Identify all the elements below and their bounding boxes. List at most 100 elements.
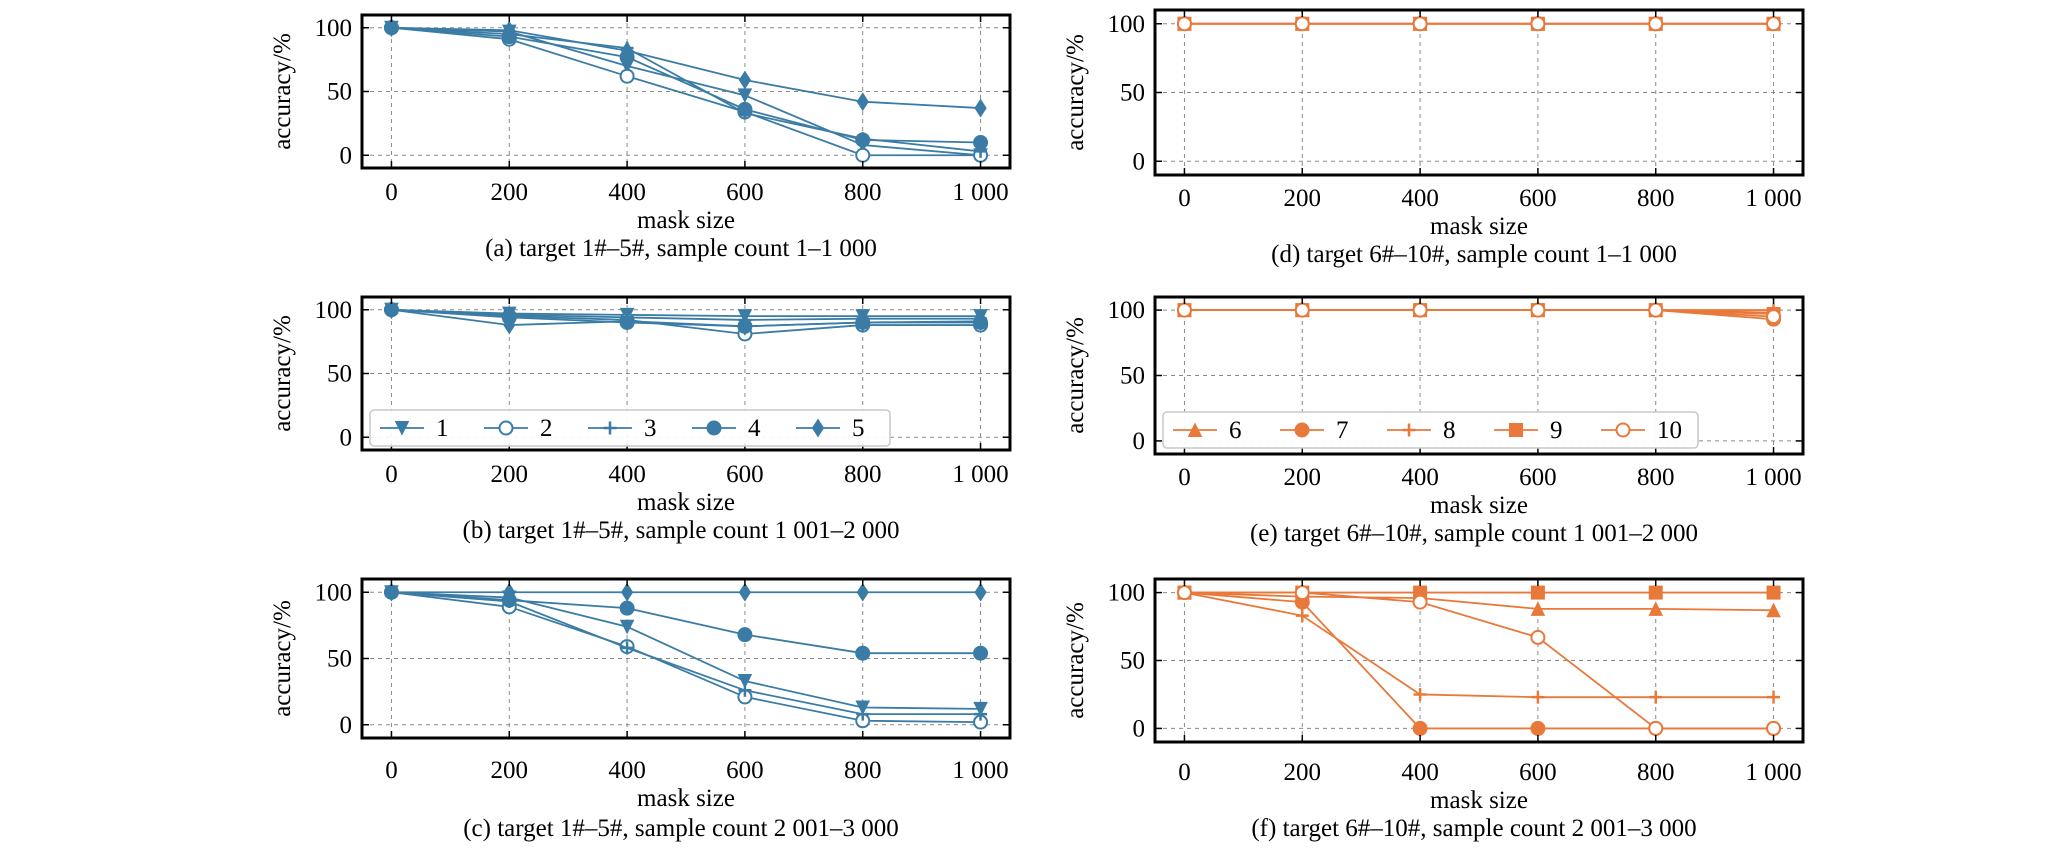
data-point-series-3 (974, 707, 988, 721)
legend-label-9: 9 (1550, 417, 1563, 444)
y-tick-label: 100 (315, 297, 353, 324)
legend-label-2: 2 (540, 415, 553, 442)
y-tick-label: 50 (327, 79, 352, 106)
x-tick-label: 600 (1519, 464, 1557, 491)
legend: 6 7 8 9 10 (1162, 411, 1699, 449)
data-point-series-4 (737, 627, 753, 643)
data-point-series-10 (1294, 16, 1310, 32)
data-point-series-5 (738, 582, 752, 602)
panel-caption: (d) target 6#–10#, sample count 1–1 000 (1271, 241, 1677, 268)
x-axis-title: mask size (637, 207, 735, 234)
y-axis-title: accuracy/% (1062, 602, 1089, 719)
series-line-10 (1184, 309, 1774, 318)
data-point-series-2 (619, 68, 635, 84)
y-tick-label: 0 (340, 712, 353, 739)
data-point-series-4 (855, 132, 871, 148)
data-point-series-8 (1413, 687, 1427, 701)
legend-marker-8 (1402, 423, 1416, 437)
y-axis-title: accuracy/% (1062, 34, 1089, 151)
data-point-series-10 (1412, 302, 1428, 318)
x-tick-label: 600 (726, 757, 764, 784)
data-point-series-1 (619, 619, 635, 635)
data-point-series-1 (737, 88, 753, 103)
x-tick-label: 800 (844, 179, 882, 206)
data-point-series-10 (1530, 16, 1546, 32)
y-axis-title: accuracy/% (269, 33, 296, 150)
x-tick-label: 0 (385, 461, 398, 488)
y-tick-label: 50 (327, 646, 352, 673)
y-tick-label: 100 (1108, 11, 1146, 38)
x-axis-title: mask size (1430, 492, 1528, 519)
series-line-4 (391, 591, 981, 655)
data-point-series-5 (620, 582, 634, 602)
y-axis-title: accuracy/% (269, 315, 296, 432)
data-point-series-10 (1176, 302, 1192, 318)
data-point-series-10 (1412, 594, 1428, 610)
data-point-series-3 (620, 641, 634, 655)
x-tick-label: 800 (844, 461, 882, 488)
legend-marker-9 (1509, 423, 1523, 437)
series-line-4 (391, 26, 981, 144)
data-point-series-5 (856, 313, 869, 332)
series-line-2 (391, 308, 981, 335)
x-axis-title: mask size (637, 489, 735, 516)
x-tick-label: 400 (608, 757, 646, 784)
data-point-series-4 (737, 101, 753, 117)
data-point-series-5 (620, 41, 634, 61)
panel-caption: (a) target 1#–5#, sample count 1–1 000 (485, 235, 877, 262)
legend-label-4: 4 (748, 415, 761, 442)
series-line-10 (1184, 591, 1774, 730)
data-point-series-4 (973, 135, 989, 150)
data-point-series-5 (856, 92, 869, 112)
data-point-series-5 (503, 582, 516, 602)
data-point-series-10 (1176, 16, 1192, 32)
legend-label-1: 1 (436, 415, 449, 442)
x-axis-title: mask size (1430, 213, 1528, 240)
data-point-series-10 (1294, 302, 1310, 318)
x-axis-title: mask size (637, 785, 735, 812)
data-point-series-6 (1648, 601, 1664, 616)
x-tick-label: 400 (1401, 464, 1439, 491)
legend-marker-3 (603, 421, 617, 435)
x-tick-label: 200 (1284, 185, 1322, 212)
data-point-series-10 (1294, 585, 1310, 601)
x-tick-label: 0 (1178, 464, 1191, 491)
x-tick-label: 400 (608, 179, 646, 206)
legend-label-10: 10 (1657, 417, 1682, 444)
data-point-series-4 (855, 645, 871, 661)
data-point-series-1 (855, 700, 871, 716)
x-tick-label: 0 (385, 179, 398, 206)
data-point-series-5 (974, 98, 987, 118)
y-tick-label: 50 (327, 361, 352, 388)
chart-panel-5: 0 200 400 600 800 1 000 0 50 100 mask size accurac… (1062, 295, 1805, 547)
data-point-series-3 (738, 683, 752, 697)
legend-label-3: 3 (644, 415, 657, 442)
y-tick-label: 0 (1133, 148, 1146, 175)
chart-panel-6: 0 200 400 600 800 1 000 0 50 100 mask size accurac… (1062, 577, 1805, 842)
y-tick-label: 50 (1120, 363, 1145, 390)
data-point-series-6 (1530, 601, 1546, 616)
data-point-series-9 (1648, 585, 1663, 600)
x-tick-label: 1 000 (1745, 185, 1801, 212)
chart-panel-4: 0 200 400 600 800 1 000 0 50 100 mask size accurac… (1062, 8, 1805, 268)
x-tick-label: 800 (844, 757, 882, 784)
series-line-3 (391, 308, 981, 321)
data-point-series-6 (1766, 602, 1781, 618)
panel-caption: (e) target 6#–10#, sample count 1 001–2 … (1250, 520, 1698, 547)
data-point-series-10 (1766, 309, 1782, 325)
data-point-series-5 (385, 18, 398, 38)
x-tick-label: 400 (608, 461, 646, 488)
legend-marker-6 (1187, 422, 1203, 437)
x-tick-label: 800 (1637, 185, 1675, 212)
series-line-2 (391, 26, 981, 157)
data-point-series-5 (620, 311, 634, 331)
legend-marker-7 (1294, 422, 1310, 438)
series-line-8 (1184, 591, 1774, 699)
data-point-series-5 (738, 70, 752, 90)
data-point-series-4 (973, 645, 989, 661)
data-point-series-9 (1530, 585, 1545, 600)
legend-marker-4 (706, 420, 722, 436)
data-point-series-8 (1767, 690, 1781, 704)
data-point-series-8 (1295, 609, 1309, 623)
